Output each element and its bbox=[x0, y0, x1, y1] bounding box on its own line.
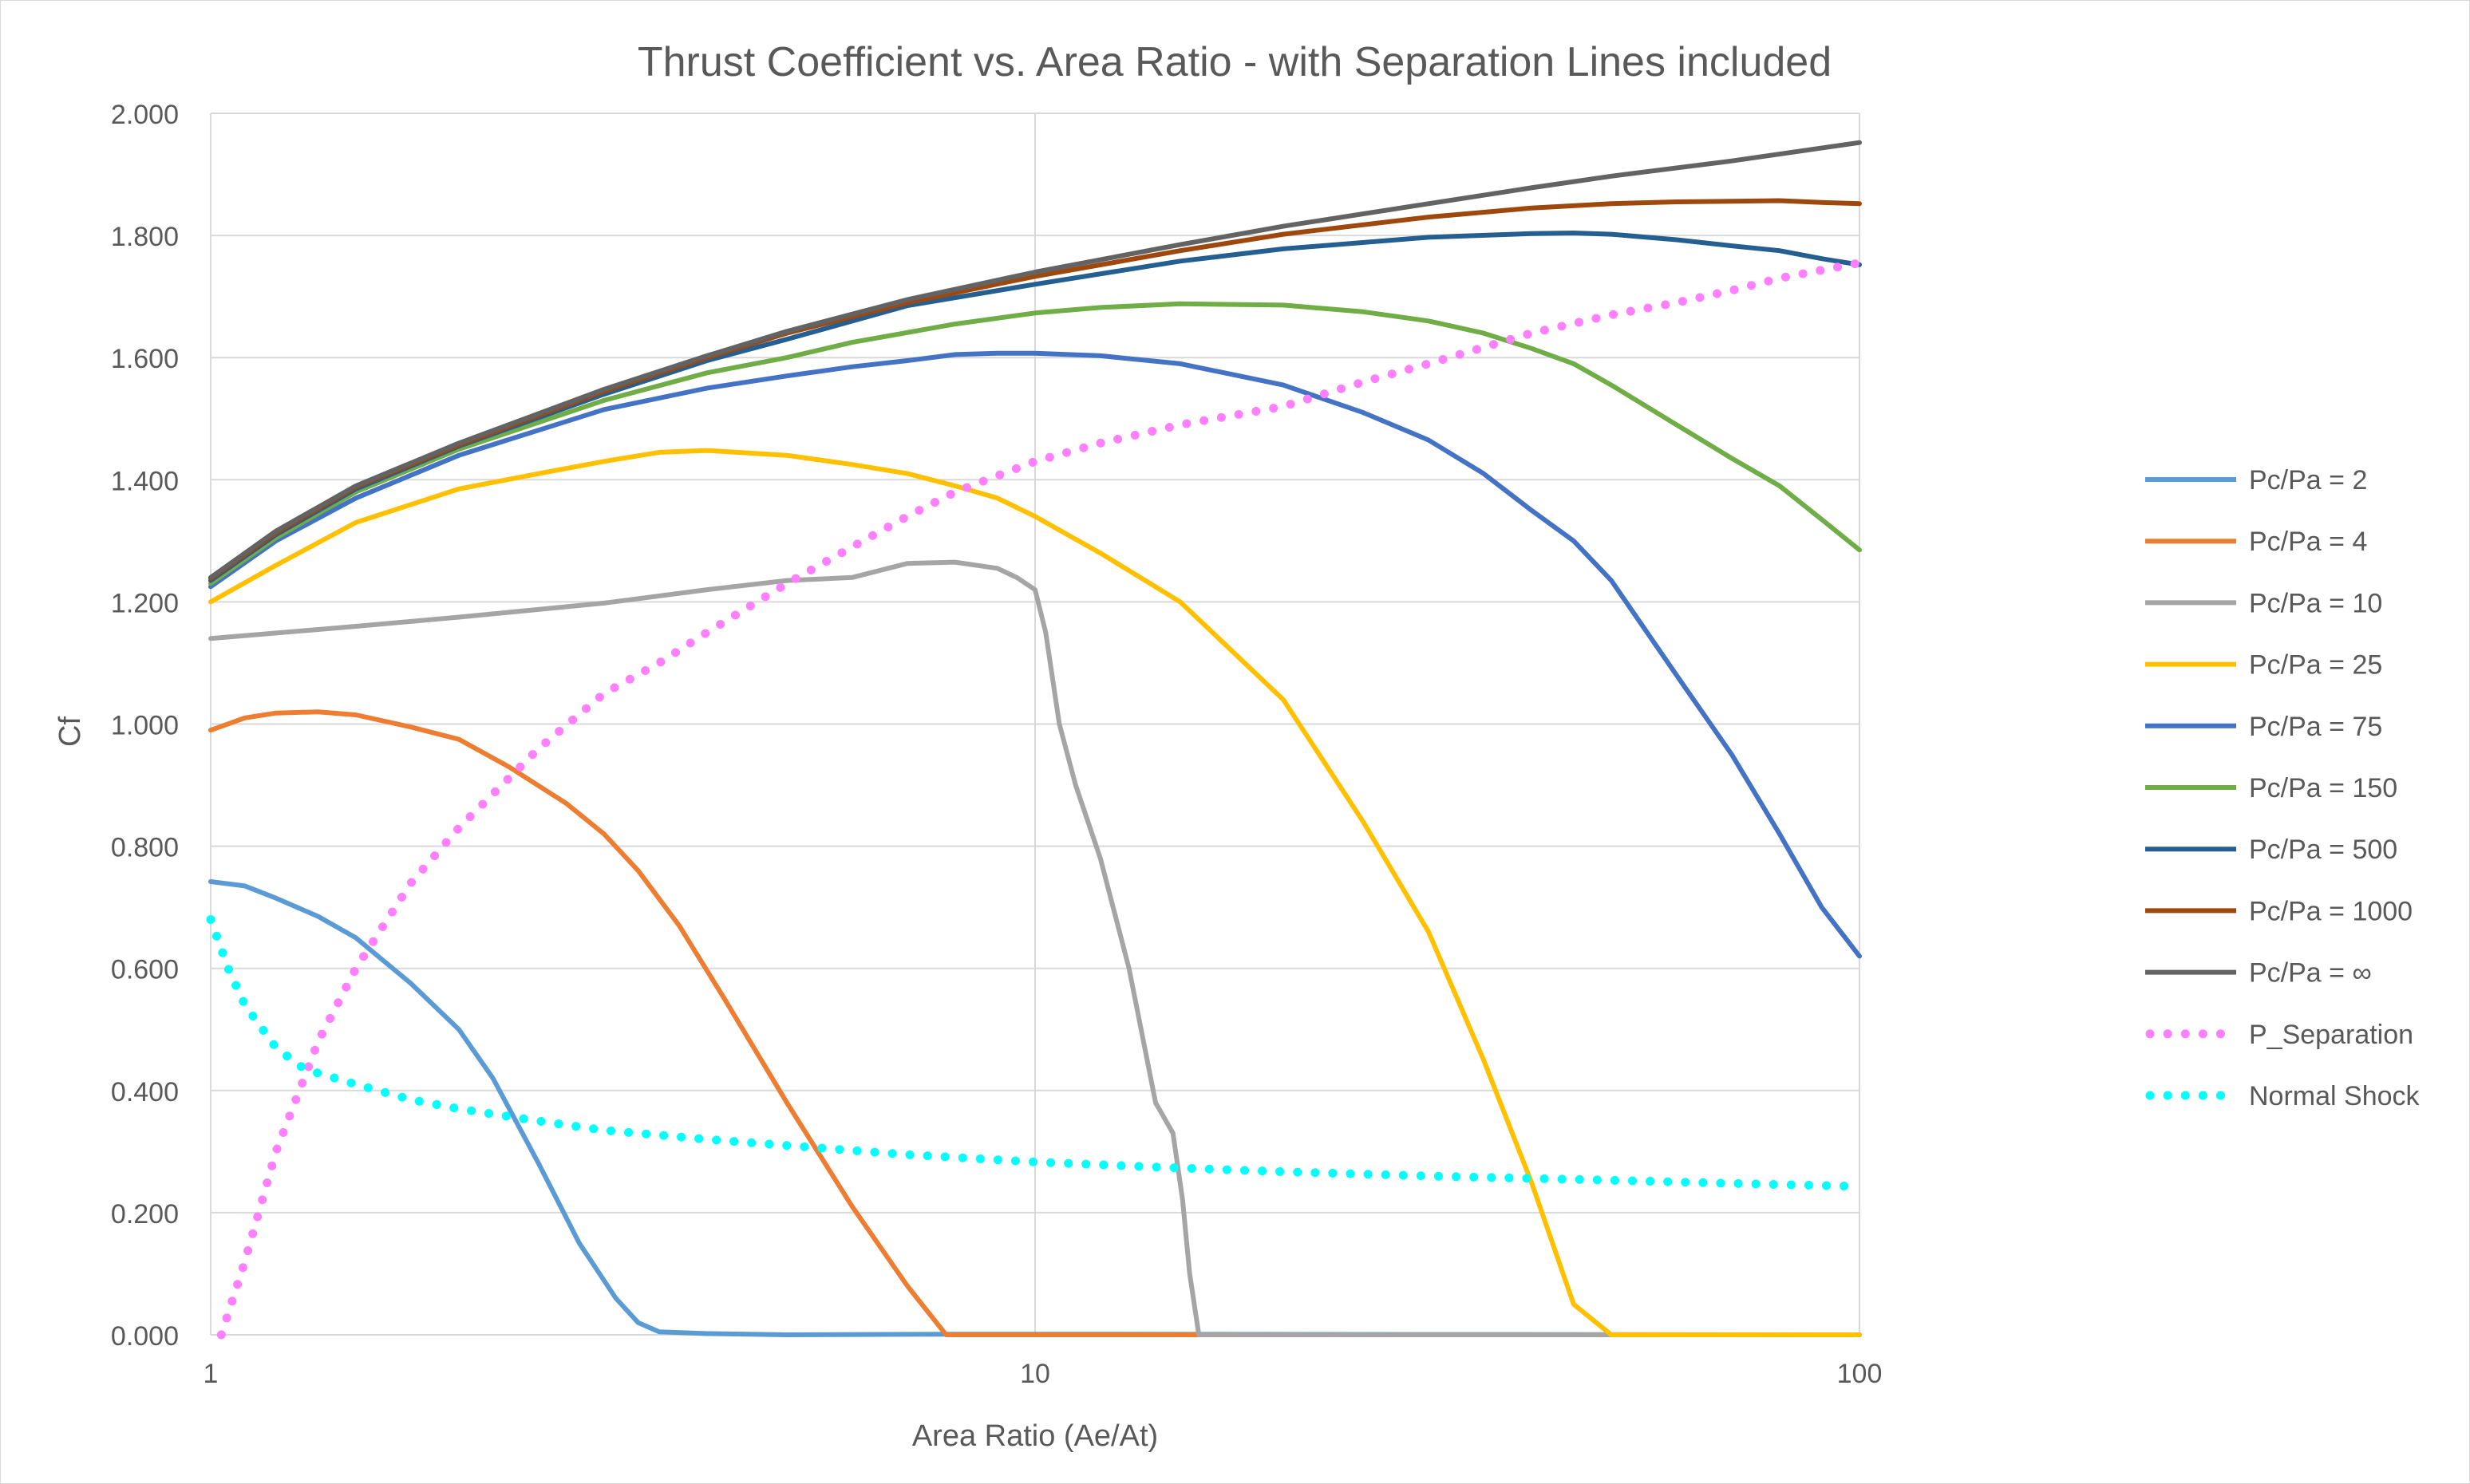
legend-label-1: Pc/Pa = 2 bbox=[2249, 465, 2367, 495]
axis-tick-labels: 0.000 0.200 0.400 0.600 0.800 1.000 1.200 1.400… bbox=[111, 100, 1882, 1389]
series-line-5 bbox=[208, 350, 1862, 959]
legend-label-7: Pc/Pa = 500 bbox=[2249, 835, 2397, 865]
series-line-2 bbox=[208, 709, 1862, 1337]
legend-label-6: Pc/Pa = 150 bbox=[2249, 773, 2397, 803]
legend-label-8: Pc/Pa = 1000 bbox=[2249, 896, 2413, 926]
series-line-4 bbox=[208, 448, 1862, 1337]
y-tick-label: 0.600 bbox=[111, 955, 179, 985]
x-tick-label: 100 bbox=[1837, 1359, 1883, 1389]
series-line-11 bbox=[206, 915, 1864, 1191]
y-tick-label: 1.400 bbox=[111, 466, 179, 496]
y-tick-label: 1.600 bbox=[111, 344, 179, 374]
chart-title: Thrust Coefficient vs. Area Ratio - with… bbox=[638, 39, 1832, 85]
legend-label-11: Normal Shock bbox=[2249, 1081, 2421, 1111]
series-line-1 bbox=[208, 879, 1862, 1337]
y-tick-label: 0.000 bbox=[111, 1321, 179, 1352]
x-tick-label: 10 bbox=[1020, 1359, 1050, 1389]
y-tick-label: 2.000 bbox=[111, 100, 179, 130]
x-tick-label: 1 bbox=[204, 1359, 219, 1389]
legend-label-2: Pc/Pa = 4 bbox=[2249, 527, 2367, 557]
series-line-6 bbox=[208, 301, 1862, 586]
legend-label-10: P_Separation bbox=[2249, 1020, 2413, 1050]
y-tick-label: 1.000 bbox=[111, 711, 179, 741]
series-lines bbox=[206, 140, 1864, 1340]
legend-label-9: Pc/Pa = ∞ bbox=[2249, 958, 2372, 989]
series-line-10 bbox=[216, 259, 1864, 1340]
y-tick-label: 1.800 bbox=[111, 222, 179, 252]
y-tick-label: 0.400 bbox=[111, 1077, 179, 1107]
legend: Pc/Pa = 2 Pc/Pa = 4 Pc/Pa = 10 Pc/Pa = 25 Pc… bbox=[2145, 465, 2421, 1111]
legend-label-3: Pc/Pa = 10 bbox=[2249, 588, 2382, 618]
series-line-3 bbox=[208, 559, 1862, 1337]
y-tick-label: 1.200 bbox=[111, 588, 179, 618]
x-axis-label: Area Ratio (Ae/At) bbox=[912, 1419, 1158, 1453]
series-line-9 bbox=[208, 140, 1862, 580]
legend-label-4: Pc/Pa = 25 bbox=[2249, 650, 2382, 681]
legend-label-5: Pc/Pa = 75 bbox=[2249, 712, 2382, 742]
gridlines bbox=[210, 112, 1860, 1336]
y-axis-label: Cf bbox=[53, 716, 87, 747]
y-tick-label: 0.200 bbox=[111, 1199, 179, 1229]
y-tick-label: 0.800 bbox=[111, 833, 179, 863]
